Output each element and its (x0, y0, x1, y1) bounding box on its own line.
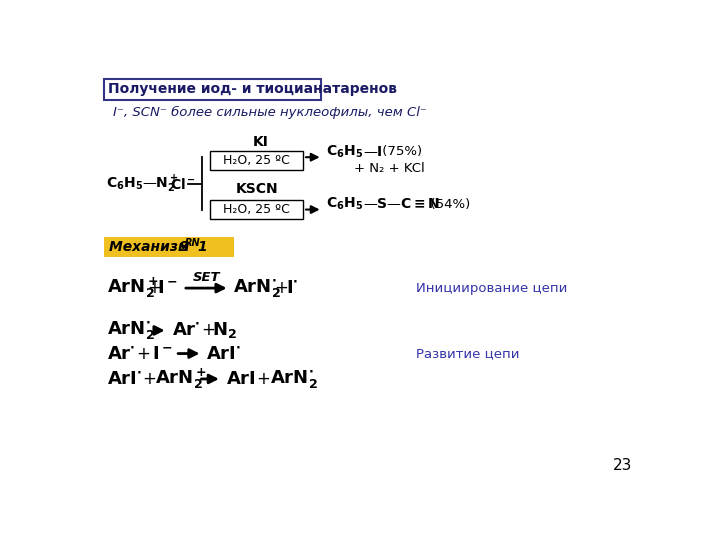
Bar (210, 151, 303, 170)
Bar (210, 200, 303, 219)
Text: $\mathbf{N_2}$: $\mathbf{N_2}$ (212, 320, 238, 340)
Text: Инициирование цепи: Инициирование цепи (415, 281, 567, 295)
Text: Получение иод- и тиоцианатаренов: Получение иод- и тиоцианатаренов (108, 83, 397, 97)
Text: $\mathbf{I^-}$: $\mathbf{I^-}$ (152, 345, 173, 362)
Text: $\mathbf{ArI^{\bullet}}$: $\mathbf{ArI^{\bullet}}$ (206, 345, 241, 362)
Text: $\mathbf{—S—C{\equiv}N}$: $\mathbf{—S—C{\equiv}N}$ (363, 197, 440, 211)
Text: $\mathbf{C_6H_5}$: $\mathbf{C_6H_5}$ (326, 144, 364, 160)
Text: $\mathbf{ArN_2^{\bullet}}$: $\mathbf{ArN_2^{\bullet}}$ (107, 320, 155, 341)
Text: H₂O, 25 ºC: H₂O, 25 ºC (223, 154, 290, 167)
Text: $\mathbf{ArI}$: $\mathbf{ArI}$ (226, 370, 256, 388)
Text: SET: SET (192, 271, 220, 284)
Text: S: S (179, 240, 189, 254)
Text: $\mathbf{ArN_2^+}$: $\mathbf{ArN_2^+}$ (155, 367, 207, 391)
Text: +: + (148, 279, 161, 297)
Text: $\mathbf{I^-}$: $\mathbf{I^-}$ (158, 279, 178, 297)
Bar (104, 237, 234, 257)
Text: $\mathbf{ArN_2^+}$: $\mathbf{ArN_2^+}$ (107, 276, 159, 300)
Text: +: + (256, 370, 271, 388)
Text: I⁻, SCN⁻ более сильные нуклеофилы, чем Cl⁻: I⁻, SCN⁻ более сильные нуклеофилы, чем C… (113, 106, 427, 119)
Text: $\mathbf{ArI^{\bullet}}$: $\mathbf{ArI^{\bullet}}$ (107, 370, 143, 388)
Text: +: + (137, 345, 150, 362)
Text: $\mathbf{Ar^{\bullet}}$: $\mathbf{Ar^{\bullet}}$ (107, 345, 135, 362)
Text: RN: RN (184, 239, 200, 248)
Text: $\mathbf{ArN_2^{\bullet}}$: $\mathbf{ArN_2^{\bullet}}$ (270, 368, 318, 390)
Text: Механизм: Механизм (109, 240, 194, 254)
Text: (75%): (75%) (378, 145, 423, 158)
Text: $\mathbf{—I}$: $\mathbf{—I}$ (363, 145, 382, 159)
Text: $\mathbf{C_6H_5}$: $\mathbf{C_6H_5}$ (106, 176, 143, 192)
Bar (104, 79, 321, 100)
Text: $\mathbf{I^{\bullet}}$: $\mathbf{I^{\bullet}}$ (286, 279, 299, 297)
Text: (54%): (54%) (422, 198, 470, 211)
Text: 23: 23 (613, 458, 632, 472)
Text: $\mathbf{—N_2^+}$: $\mathbf{—N_2^+}$ (142, 173, 179, 195)
Text: $\mathbf{C_6H_5}$: $\mathbf{C_6H_5}$ (326, 196, 364, 212)
Text: +: + (143, 370, 156, 388)
Text: $\mathbf{ArN_2^{\bullet}}$: $\mathbf{ArN_2^{\bullet}}$ (233, 277, 282, 299)
Text: +: + (274, 279, 288, 297)
Text: + N₂ + KCl: + N₂ + KCl (354, 162, 424, 176)
Text: +: + (201, 321, 215, 340)
Text: $\mathbf{Cl^-}$: $\mathbf{Cl^-}$ (170, 177, 196, 192)
Text: 1: 1 (197, 240, 207, 254)
Text: Развитие цепи: Развитие цепи (415, 347, 519, 360)
Text: KSCN: KSCN (235, 182, 278, 196)
Text: KI: KI (253, 135, 269, 149)
Text: H₂O, 25 ºC: H₂O, 25 ºC (223, 203, 290, 216)
Text: $\mathbf{Ar^{\bullet}}$: $\mathbf{Ar^{\bullet}}$ (172, 321, 201, 340)
